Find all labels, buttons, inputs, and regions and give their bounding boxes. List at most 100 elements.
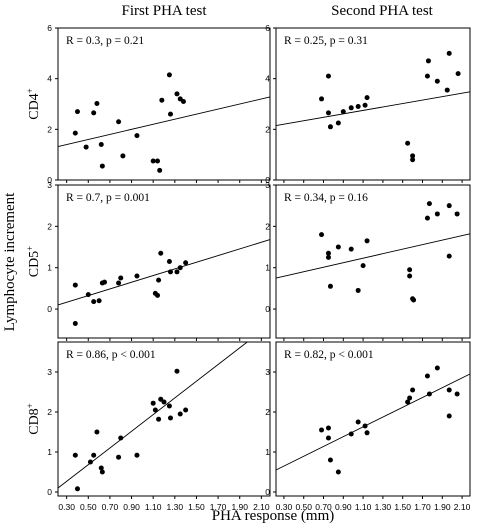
data-point — [410, 157, 416, 163]
y-tick-label: 2 — [47, 124, 52, 134]
data-point — [325, 110, 331, 116]
x-tick-label: 0.70 — [315, 502, 332, 512]
panel-cd8-first-regression-line — [57, 341, 248, 489]
data-point — [446, 387, 452, 393]
y-axis-title: Lymphocyte increment — [2, 192, 18, 332]
y-tick-label: 4 — [47, 74, 52, 84]
data-point — [96, 298, 102, 304]
x-tick-label: 0.90 — [335, 502, 352, 512]
data-point — [362, 102, 368, 108]
data-point — [348, 105, 354, 111]
panel-cd5-first-stat-label: R = 0.7, p = 0.001 — [66, 192, 150, 204]
panel-cd8-first: 0 1 2 3 0.30 0.50 0.70 0.90 1.10 1.30 1.50 1.70 1.90… — [47, 341, 271, 512]
data-point — [91, 452, 97, 458]
data-point — [150, 158, 156, 164]
panel-cd4-second-frame — [275, 27, 471, 181]
data-point — [180, 98, 186, 104]
data-point — [424, 373, 430, 379]
data-point — [454, 391, 460, 397]
data-point — [159, 97, 165, 103]
row-label-cd5: CD5+ — [25, 246, 42, 278]
panel-group: CD4+ 0 2 4 6 R = 0.3, p = 0.21 0 2 4 6 R = 0.25, p… — [25, 23, 471, 512]
x-tick-label: 0.30 — [58, 502, 75, 512]
data-point — [410, 153, 416, 159]
data-point — [158, 250, 164, 256]
panel-cd8-second: 0 1 2 3 0.30 0.50 0.70 0.90 1.10 1.30 1.50 1.70 1.90… — [265, 341, 471, 512]
data-point — [134, 133, 140, 139]
x-axis-title: PHA response (mm) — [212, 508, 335, 524]
data-point — [360, 263, 366, 269]
data-point — [177, 411, 183, 417]
data-point — [325, 425, 331, 431]
y-tick-label: 1 — [47, 447, 52, 457]
data-point — [446, 413, 452, 419]
data-point — [426, 391, 432, 397]
data-point — [446, 253, 452, 259]
data-point — [156, 277, 162, 283]
data-point — [74, 109, 80, 115]
data-point — [91, 299, 97, 305]
y-tick-label: 0 — [47, 175, 52, 185]
data-point — [411, 297, 417, 303]
data-point — [348, 246, 354, 252]
data-point — [405, 399, 411, 405]
data-point — [167, 111, 173, 117]
x-tick-label: 1.70 — [414, 502, 431, 512]
data-point — [325, 254, 331, 260]
y-tick-label: 1 — [265, 263, 270, 273]
data-point — [98, 142, 104, 148]
y-tick-label: 6 — [47, 23, 52, 33]
x-tick-label: 0.90 — [123, 502, 140, 512]
y-tick-label: 2 — [265, 407, 270, 417]
y-tick-label: 3 — [265, 180, 270, 190]
data-point — [335, 469, 341, 475]
data-point — [434, 211, 440, 217]
y-tick-label: 3 — [47, 180, 52, 190]
y-tick-label: 1 — [47, 263, 52, 273]
x-tick-label: 2.10 — [253, 502, 270, 512]
y-tick-label: 0 — [265, 304, 270, 314]
data-point — [156, 416, 162, 422]
data-point — [426, 201, 432, 207]
data-point — [99, 163, 105, 169]
data-point — [83, 144, 89, 150]
data-point — [150, 400, 156, 406]
data-point — [118, 435, 124, 441]
data-point — [166, 259, 172, 264]
data-point — [424, 215, 430, 221]
data-point — [364, 95, 370, 101]
data-point — [455, 71, 461, 77]
data-point — [118, 275, 124, 281]
y-tick-label: 0 — [265, 487, 270, 497]
panel-cd4-first-stat-label: R = 0.3, p = 0.21 — [66, 35, 144, 47]
data-point — [166, 403, 172, 409]
x-tick-label: 1.50 — [394, 502, 411, 512]
y-tick-label: 0 — [265, 175, 270, 185]
data-point — [72, 452, 78, 458]
data-point — [116, 119, 122, 125]
y-tick-label: 0 — [47, 487, 52, 497]
y-tick-label: 1 — [265, 447, 270, 457]
data-point — [355, 104, 361, 110]
data-point — [155, 292, 161, 298]
data-point — [98, 465, 104, 471]
data-point — [87, 459, 93, 465]
data-point — [325, 435, 331, 441]
data-point — [407, 267, 413, 273]
data-point — [183, 407, 189, 413]
data-point — [425, 58, 431, 64]
y-tick-label: 2 — [47, 407, 52, 417]
data-point — [120, 153, 126, 159]
data-point — [72, 282, 78, 288]
data-point — [166, 72, 172, 78]
data-point — [157, 167, 163, 173]
data-point — [410, 387, 416, 393]
y-tick-label: 2 — [47, 221, 52, 231]
data-point — [327, 283, 333, 289]
data-point — [174, 368, 180, 374]
data-point — [72, 321, 78, 327]
x-tick-label: 1.10 — [145, 502, 162, 512]
panel-cd8-second-regression-line — [275, 373, 471, 471]
data-point — [94, 100, 100, 106]
